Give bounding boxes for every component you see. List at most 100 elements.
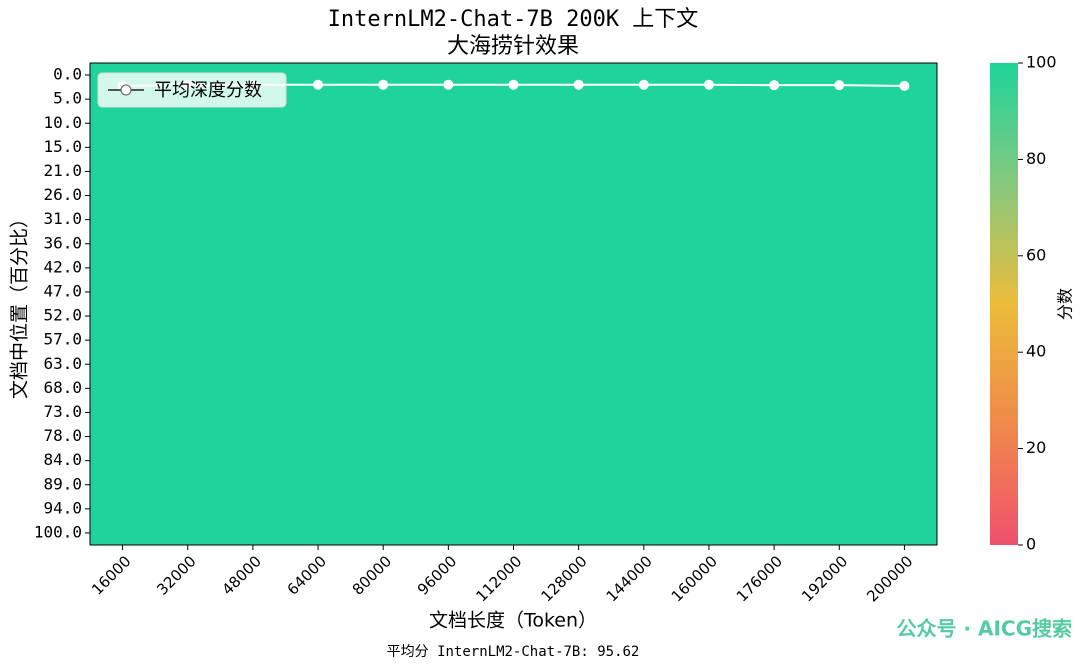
heatmap-cell <box>285 159 352 184</box>
heatmap-cell <box>806 255 873 281</box>
heatmap-cell <box>741 424 808 450</box>
x-tick-label: 176000 <box>733 552 786 605</box>
heatmap-cell <box>415 448 482 474</box>
x-tick-label: 48000 <box>218 552 264 598</box>
heatmap-cell <box>350 424 417 450</box>
heatmap-cell <box>285 135 352 160</box>
heatmap-cell <box>806 352 873 377</box>
heatmap-cell <box>871 424 938 450</box>
heatmap-cell <box>480 159 547 184</box>
heatmap-cell <box>871 111 938 136</box>
heatmap-cell <box>285 328 352 353</box>
heatmap-cell <box>611 328 677 353</box>
heatmap-cell <box>155 255 221 281</box>
heatmap-cell <box>871 448 938 474</box>
x-tick-label: 112000 <box>472 552 525 605</box>
heatmap-cell <box>546 520 612 546</box>
y-tick-label: 15.0 <box>43 137 82 156</box>
y-tick-label: 78.0 <box>43 426 82 445</box>
colorbar-tick-label: 60 <box>1026 245 1046 264</box>
heatmap-cell <box>741 328 808 353</box>
x-tick-label: 200000 <box>863 552 916 605</box>
heatmap-cell <box>350 352 417 377</box>
x-tick-label: 64000 <box>284 552 330 598</box>
heatmap-cell <box>676 207 743 233</box>
heatmap-cell <box>871 207 938 233</box>
heatmap-cell <box>350 255 417 281</box>
heatmap-cell <box>415 496 482 522</box>
watermark: 公众号 · AICG搜索 <box>896 617 1072 641</box>
heatmap-cell <box>480 328 547 353</box>
heatmap-cell <box>676 87 743 112</box>
heatmap-cell <box>741 400 808 425</box>
heatmap-cell <box>415 87 482 112</box>
y-tick-label: 42.0 <box>43 257 82 276</box>
line-point <box>899 80 910 91</box>
heatmap-cell <box>415 520 482 546</box>
heatmap-cell <box>480 111 547 136</box>
heatmap-cell <box>155 448 221 474</box>
heatmap-cell <box>90 279 156 305</box>
heatmap-cell <box>611 159 677 184</box>
heatmap-cell <box>546 135 612 160</box>
heatmap-cell <box>546 424 612 450</box>
heatmap-cell <box>806 231 873 257</box>
heatmap-cell <box>285 304 352 329</box>
heatmap-cell <box>415 328 482 353</box>
heatmap-cell <box>546 279 612 305</box>
heatmap-cell <box>546 159 612 184</box>
heatmap-cell <box>155 304 221 329</box>
heatmap-cell <box>546 328 612 353</box>
chart-title: InternLM2-Chat-7B 200K 上下文 <box>328 7 699 32</box>
heatmap-cell <box>155 472 221 498</box>
y-tick-label: 52.0 <box>43 306 82 325</box>
heatmap-cell <box>546 207 612 233</box>
heatmap-cell <box>155 328 221 353</box>
heatmap-cell <box>285 231 352 257</box>
heatmap-cell <box>741 448 808 474</box>
heatmap-cell <box>546 87 612 112</box>
heatmap-cell <box>155 207 221 233</box>
heatmap-cell <box>285 255 352 281</box>
heatmap-cell <box>871 328 938 353</box>
heatmap-cell <box>741 87 808 112</box>
heatmap-cell <box>90 207 156 233</box>
heatmap-cell <box>871 279 938 305</box>
heatmap-cell <box>220 376 286 401</box>
heatmap-cell <box>676 376 743 401</box>
heatmap-cell <box>415 472 482 498</box>
heatmap-cell <box>806 472 873 498</box>
heatmap-cell <box>806 424 873 450</box>
heatmap-cell <box>155 376 221 401</box>
heatmap-cell <box>676 183 743 209</box>
heatmap-cell <box>741 472 808 498</box>
heatmap-cell <box>90 231 156 257</box>
heatmap-cell <box>350 448 417 474</box>
heatmap-cell <box>350 279 417 305</box>
heatmap-cell <box>415 135 482 160</box>
heatmap-cell <box>806 207 873 233</box>
heatmap-cell <box>741 183 808 209</box>
heatmap-cell <box>676 255 743 281</box>
heatmap-cell <box>155 520 221 546</box>
heatmap-cell <box>806 400 873 425</box>
heatmap-cell <box>806 279 873 305</box>
heatmap-cell <box>676 304 743 329</box>
line-point <box>703 79 714 90</box>
y-tick-label: 89.0 <box>43 474 82 493</box>
heatmap-cell <box>741 231 808 257</box>
heatmap-cell <box>90 424 156 450</box>
heatmap-cell <box>806 448 873 474</box>
heatmap-cell <box>676 520 743 546</box>
heatmap-cell <box>415 111 482 136</box>
y-axis-label: 文档中位置（百分比） <box>9 209 31 399</box>
line-point <box>834 80 845 91</box>
x-tick-label: 192000 <box>798 552 851 605</box>
heatmap-cell <box>676 352 743 377</box>
heatmap-cell <box>480 448 547 474</box>
heatmap-cell <box>741 496 808 522</box>
heatmap-cell <box>480 352 547 377</box>
heatmap-cell <box>806 520 873 546</box>
heatmap-cell <box>155 279 221 305</box>
heatmap-cell <box>350 328 417 353</box>
